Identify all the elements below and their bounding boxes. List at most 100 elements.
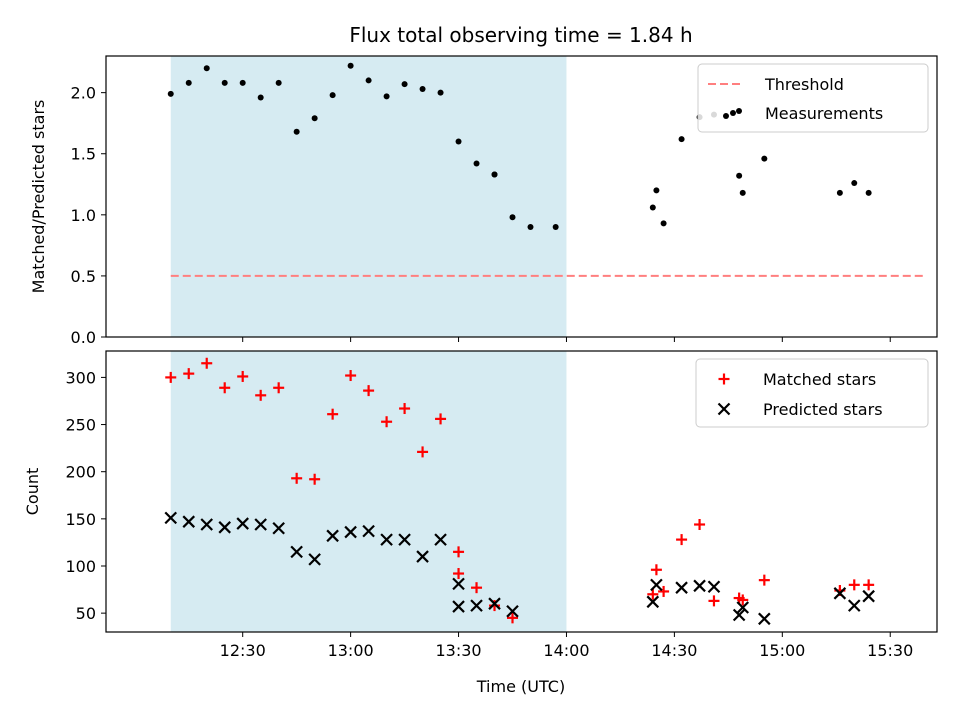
matched-stars-point: [507, 612, 519, 624]
matched-stars-point: [453, 568, 465, 580]
shaded-interval: [170, 56, 567, 337]
matched-stars-point: [363, 385, 375, 397]
measurements-point: [365, 77, 372, 84]
matched-stars-point: [291, 472, 303, 484]
measurements-point: [383, 93, 390, 100]
matched-stars-point: [489, 600, 501, 612]
y-tick-label: 1.5: [71, 145, 96, 164]
measurements-point: [851, 180, 858, 187]
matched-stars-point: [658, 585, 670, 597]
measurements-point: [203, 65, 210, 72]
y-tick-label: 0.0: [71, 328, 96, 347]
matched-stars-point: [863, 579, 875, 591]
measurements-point: [649, 204, 656, 211]
count-panel: 50 100 150 200 250 300 12:30 13:00 13:30 14:00 14:…: [23, 350, 938, 660]
matched-stars-point: [399, 403, 411, 415]
chart-title: Flux total observing time = 1.84 h: [349, 23, 692, 47]
matched-stars-point: [219, 382, 231, 394]
measurements-point: [419, 85, 426, 92]
measurements-point: [239, 79, 246, 86]
matched-stars-point: [453, 546, 465, 558]
measurements-point: [552, 224, 559, 231]
predicted-stars-point: [344, 525, 357, 539]
measurements-point: [401, 81, 408, 88]
predicted-stars-point: [398, 533, 411, 546]
legend-label: Threshold: [764, 75, 844, 94]
y-tick-label: 100: [65, 557, 96, 576]
measurements-point: [455, 138, 462, 145]
matched-stars-point: [201, 357, 213, 369]
measurements-point: [491, 171, 498, 178]
predicted-stars-point: [452, 577, 465, 591]
predicted-stars-point: [506, 604, 519, 618]
matched-stars-point: [381, 416, 393, 428]
shaded-interval: [170, 351, 567, 632]
measurements-point: [185, 79, 192, 86]
measurements-point: [865, 189, 872, 196]
measurements-point: [761, 155, 768, 162]
measurements-point: [167, 90, 174, 97]
y-tick-label: 0.5: [71, 267, 96, 286]
measurements-point: [347, 62, 354, 69]
measurements-point: [437, 89, 444, 96]
predicted-stars-point: [416, 550, 429, 563]
predicted-stars-point: [362, 524, 375, 538]
x-tick-label: 12:30: [220, 641, 266, 660]
predicted-stars-point: [862, 589, 875, 603]
x-axis-label: Time (UTC): [476, 677, 565, 696]
y-tick-label: 200: [65, 463, 96, 482]
x-tick-label: 15:00: [759, 641, 805, 660]
matched-stars-point: [650, 564, 662, 576]
matched-stars-point: [417, 446, 429, 458]
predicted-stars-point: [236, 517, 249, 530]
measurements-point: [836, 189, 843, 196]
x-tick-label: 15:30: [867, 641, 913, 660]
predicted-stars-point: [707, 580, 721, 594]
measurements-point: [653, 187, 660, 194]
y-axis-label: Count: [23, 468, 42, 516]
ratio-panel: 0.0 0.5 1.0 1.5 2.0 Matched/Predicted stars Th…: [29, 55, 938, 347]
legend-label: Measurements: [765, 104, 883, 123]
predicted-stars-point: [308, 553, 321, 566]
legend-box: [695, 358, 929, 428]
y-tick-label: 50: [76, 604, 96, 623]
legend-measurements-swatch: [736, 108, 742, 114]
predicted-stars-point: [833, 587, 847, 600]
predicted-stars-point: [326, 529, 339, 543]
y-tick-label: 2.0: [71, 84, 96, 103]
matched-stars-point: [183, 368, 195, 380]
predicted-stars-point: [758, 612, 771, 626]
predicted-stars-point: [488, 597, 501, 610]
matched-stars-point: [309, 473, 321, 485]
measurements-point: [736, 172, 743, 179]
predicted-stars-point: [675, 581, 688, 594]
predicted-stars-point: [452, 600, 465, 613]
matched-stars-point: [848, 579, 860, 591]
measurements-point: [329, 92, 336, 99]
matched-stars-point: [647, 588, 659, 600]
matched-stars-point: [708, 595, 720, 607]
predicted-stars-point: [847, 599, 861, 612]
y-tick-label: 300: [65, 368, 96, 387]
y-axis-label: Matched/Predicted stars: [29, 100, 48, 294]
x-tick-label: 14:30: [651, 641, 697, 660]
measurements-point: [678, 136, 685, 143]
measurements-point: [257, 94, 264, 101]
legend-box: [697, 63, 929, 133]
measurements-point: [660, 220, 667, 227]
predicted-stars-point: [182, 515, 196, 528]
measurements-point: [473, 160, 480, 167]
matched-stars-point: [471, 582, 483, 594]
measurements-point: [527, 224, 534, 231]
predicted-stars-point: [470, 599, 483, 612]
legend: Matched stars Predicted stars: [695, 358, 929, 428]
measurements-point: [739, 189, 746, 196]
predicted-stars-point: [272, 521, 285, 535]
predicted-stars-point: [736, 601, 750, 614]
matched-stars-point: [737, 594, 749, 606]
matched-stars-point: [758, 574, 770, 586]
predicted-stars-point: [254, 518, 267, 531]
predicted-stars-point: [164, 511, 178, 525]
matched-stars-point: [435, 413, 447, 425]
